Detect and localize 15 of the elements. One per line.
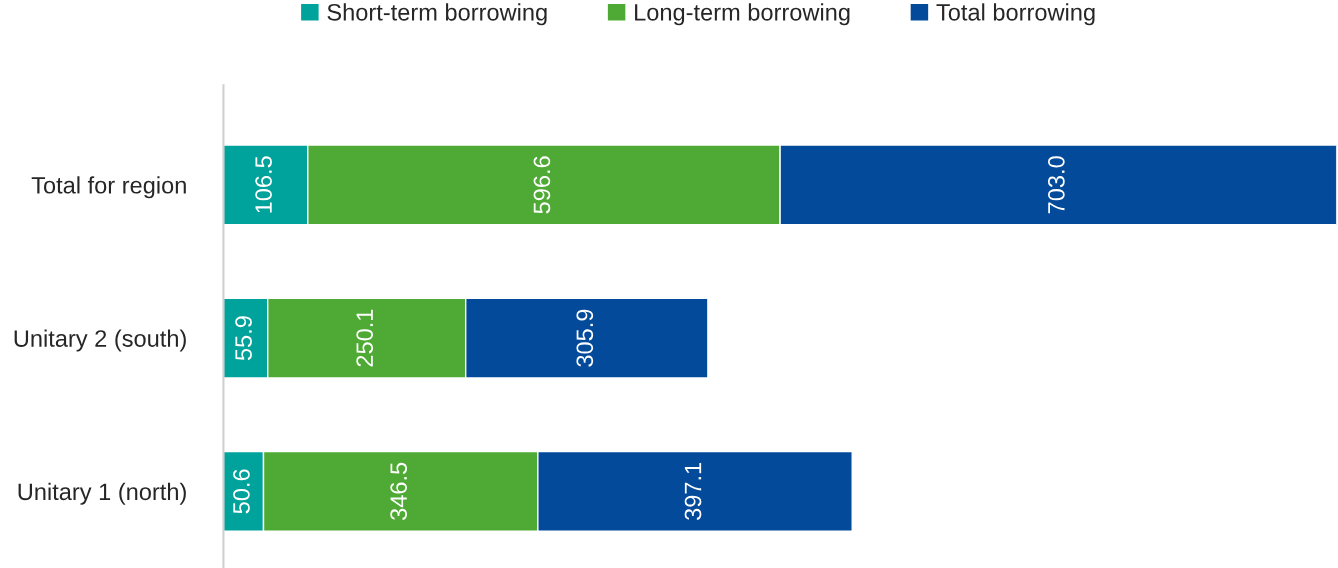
legend-label: Short-term borrowing — [327, 3, 547, 26]
data-label: 346.5 — [390, 462, 408, 520]
y-tick-label: Unitary 2 (south) — [14, 329, 186, 352]
y-tick-label: Total for region — [31, 176, 186, 199]
data-label: 55.9 — [235, 316, 252, 361]
data-label: 397.1 — [684, 462, 702, 520]
data-label: 596.6 — [533, 156, 551, 214]
data-label: 703.0 — [1048, 156, 1065, 214]
data-label: 250.1 — [356, 309, 374, 367]
data-label: 50.6 — [233, 469, 250, 514]
legend-label: Total borrowing — [936, 3, 1095, 26]
y-tick-label: Unitary 1 (north) — [18, 482, 186, 505]
data-label: 305.9 — [576, 309, 594, 367]
legend-label: Long-term borrowing — [635, 3, 850, 26]
data-label: 106.5 — [255, 156, 272, 213]
